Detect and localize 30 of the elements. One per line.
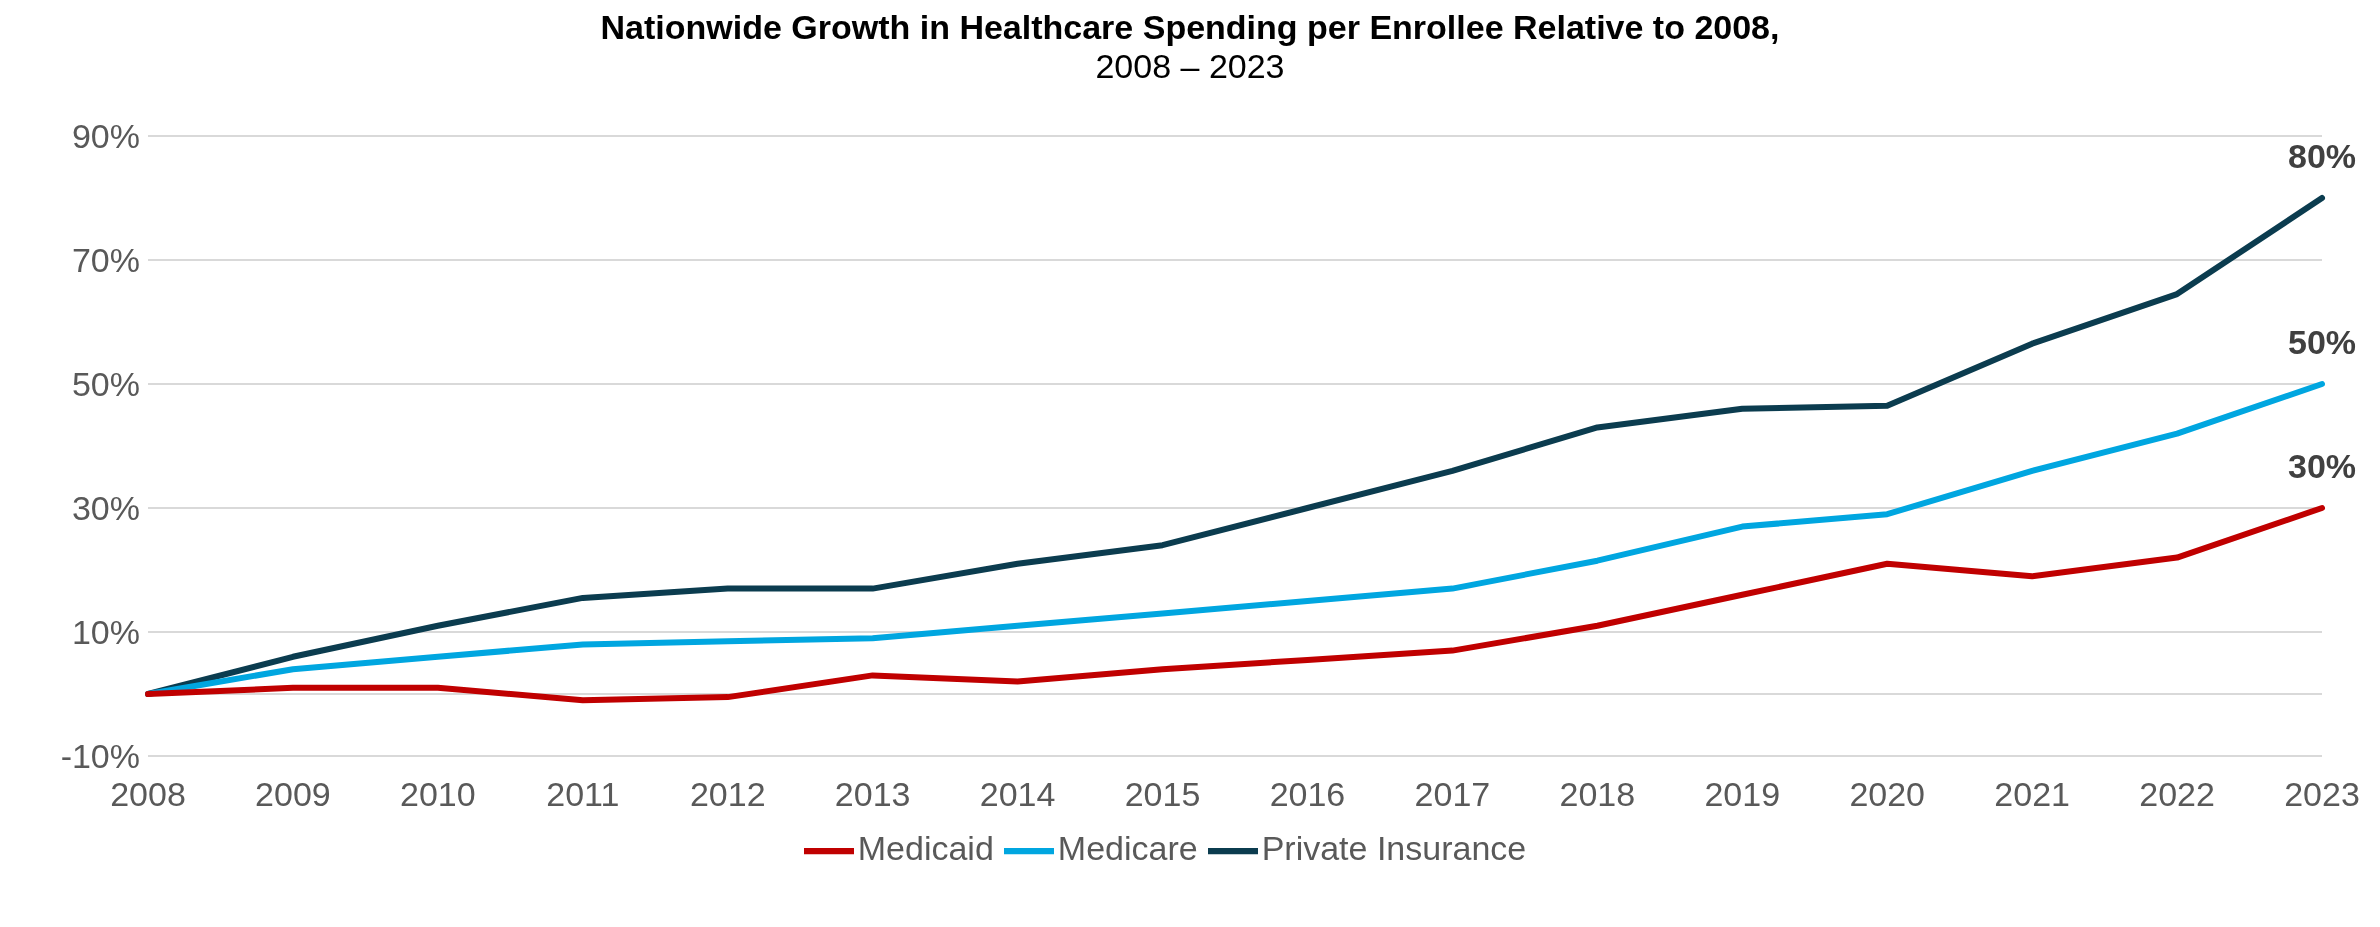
x-tick-label: 2009 xyxy=(255,775,331,814)
y-tick-label: 30% xyxy=(71,489,140,528)
y-tick-label: -10% xyxy=(60,737,140,776)
y-tick-label: 50% xyxy=(71,365,140,404)
x-tick-label: 2019 xyxy=(1704,775,1781,814)
x-tick-label: 2021 xyxy=(1994,775,2070,814)
y-tick-label: 70% xyxy=(71,241,140,280)
y-tick-label: 90% xyxy=(71,117,140,156)
x-tick-label: 2012 xyxy=(689,775,766,814)
legend-label: Private Insurance xyxy=(1261,828,1527,867)
x-tick-label: 2023 xyxy=(2284,775,2360,814)
x-tick-label: 2008 xyxy=(110,775,186,814)
x-tick-label: 2010 xyxy=(400,775,476,814)
x-tick-label: 2017 xyxy=(1414,775,1491,814)
x-tick-label: 2018 xyxy=(1559,775,1636,814)
data-label: 30% xyxy=(2287,447,2357,485)
legend-label: Medicare xyxy=(1057,828,1198,867)
data-label: 50% xyxy=(2287,323,2357,361)
x-tick-label: 2022 xyxy=(2139,775,2215,814)
x-tick-label: 2016 xyxy=(1269,775,1346,814)
x-tick-label: 2011 xyxy=(546,775,620,814)
legend-label: Medicaid xyxy=(857,828,994,867)
x-tick-label: 2020 xyxy=(1849,775,1926,814)
x-tick-label: 2015 xyxy=(1124,775,1201,814)
y-tick-label: 10% xyxy=(71,613,140,652)
chart-subtitle: 2008 – 2023 xyxy=(1094,47,1286,86)
chart-title: Nationwide Growth in Healthcare Spending per Enrollee Relative to 2008, xyxy=(599,8,1781,47)
x-tick-label: 2014 xyxy=(979,775,1056,814)
data-label: 80% xyxy=(2287,137,2357,175)
x-tick-label: 2013 xyxy=(834,775,911,814)
